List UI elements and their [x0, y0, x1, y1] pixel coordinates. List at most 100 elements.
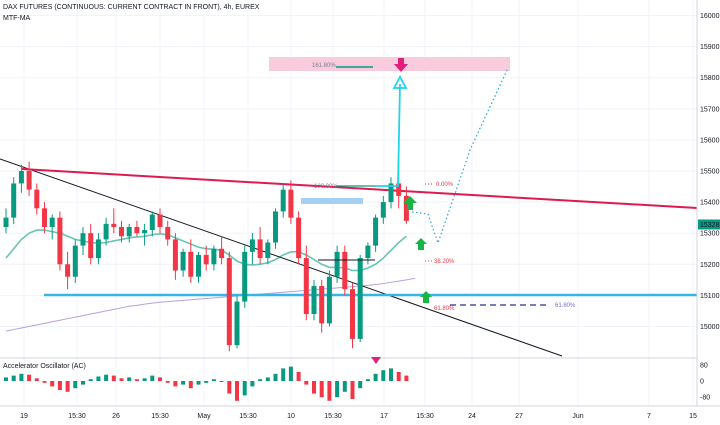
- ac-bar: [396, 372, 401, 381]
- candle: [11, 183, 17, 218]
- price-tick: 15400: [700, 200, 720, 207]
- time-tick: 26: [112, 413, 120, 420]
- ac-bar: [188, 381, 193, 389]
- candle: [80, 233, 86, 246]
- ac-bar: [319, 381, 324, 398]
- candle: [165, 226, 171, 240]
- candle: [334, 251, 340, 277]
- candle: [72, 245, 78, 277]
- fib-label: 0.00%: [436, 182, 454, 188]
- candle: [57, 217, 63, 265]
- ac-bar: [373, 373, 378, 381]
- time-tick: 27: [515, 413, 523, 420]
- time-tick: 15: [689, 413, 697, 420]
- price-axis[interactable]: 16000 15900 15800 15700 15600 15500 15400 15300…: [696, 0, 720, 406]
- price-tick: 15000: [700, 324, 720, 331]
- ac-bar: [350, 381, 355, 399]
- candle: [42, 208, 47, 227]
- ac-bar: [250, 381, 255, 387]
- descending-trendline: [0, 158, 563, 357]
- chart-title: DAX FUTURES (CONTINUOUS: CURRENT CONTRAC…: [3, 4, 260, 11]
- ac-bar: [358, 381, 363, 389]
- fib-target-zone: [269, 57, 510, 71]
- candle: [65, 264, 71, 277]
- price-tick: 15200: [700, 262, 720, 269]
- candle: [134, 226, 140, 234]
- fib-label: 100.00%: [314, 184, 338, 190]
- ac-bar: [173, 381, 178, 387]
- time-tick: 15:30: [416, 413, 434, 420]
- candle: [188, 251, 194, 277]
- up-arrow-icon: [420, 291, 432, 303]
- ac-bar: [389, 368, 393, 381]
- time-tick: 7: [647, 413, 651, 420]
- ac-bar: [11, 375, 16, 381]
- candle: [26, 171, 32, 190]
- last-price-text: 15328: [700, 222, 720, 229]
- candle: [273, 211, 278, 243]
- price-tick: 15800: [700, 75, 720, 82]
- oscillator-tick: 80: [700, 363, 708, 370]
- ac-bar: [281, 368, 286, 381]
- ac-bar: [158, 377, 162, 381]
- annotations: 161.80% 100.00% 0.00% 38.20% 61.80% 61.80%: [269, 57, 576, 312]
- ac-bar: [365, 379, 370, 381]
- up-arrow-icon: [415, 238, 427, 250]
- range-box: [301, 198, 363, 204]
- ac-bar: [134, 379, 139, 381]
- time-tick: 17: [380, 413, 388, 420]
- ac-bar: [404, 375, 409, 381]
- candles: [3, 158, 409, 352]
- oscillator-title[interactable]: Accelerator Oscillator (AC): [3, 363, 86, 370]
- candle: [380, 202, 386, 218]
- candle: [3, 217, 9, 227]
- candle: [203, 254, 209, 265]
- down-arrow-icon: [394, 58, 408, 72]
- candle: [326, 276, 332, 324]
- candle: [288, 189, 294, 218]
- indicator-label[interactable]: MTF-MA: [3, 15, 31, 22]
- down-arrow-icon: [371, 357, 381, 364]
- candle: [196, 254, 201, 277]
- ac-bar: [165, 381, 170, 383]
- ac-bar: [111, 375, 116, 381]
- ac-bar: [57, 381, 62, 390]
- candle: [211, 248, 217, 265]
- ac-bar: [235, 381, 239, 401]
- time-tick: 19: [20, 413, 28, 420]
- candle: [157, 214, 163, 227]
- oscillator-pane: [0, 357, 697, 401]
- candle: [234, 301, 240, 346]
- candle: [180, 251, 186, 271]
- time-axis[interactable]: 19 15:30 26 15:30 May 15:30 10 15:30 17 15:30 24 27…: [0, 405, 720, 420]
- price-tick: 15300: [700, 231, 720, 238]
- ac-bar: [27, 374, 32, 381]
- projection-path: [411, 67, 509, 245]
- candle: [111, 223, 117, 227]
- resistance-line: [21, 168, 698, 209]
- price-tick: 16000: [700, 13, 720, 20]
- trendlines: [0, 158, 698, 357]
- price-tick: 15600: [700, 137, 720, 144]
- ac-bar: [227, 381, 232, 394]
- candle: [95, 239, 101, 259]
- fib-label: 38.20%: [434, 259, 455, 265]
- ac-bar: [335, 381, 340, 398]
- ac-bar: [381, 370, 386, 381]
- ac-bar: [273, 373, 278, 381]
- candle: [357, 258, 363, 339]
- up-arrow-icon: [403, 196, 417, 210]
- ac-bar: [211, 379, 216, 381]
- candle: [342, 251, 348, 290]
- fib-label: 61.80%: [434, 306, 455, 312]
- candle: [280, 189, 286, 212]
- time-tick: 15:30: [151, 413, 169, 420]
- candle: [149, 214, 155, 231]
- candle: [18, 171, 24, 184]
- ac-bar: [150, 375, 155, 381]
- ac-bar: [73, 381, 78, 389]
- oscillator-tick: -80: [700, 395, 710, 402]
- ac-bar: [265, 377, 270, 381]
- candle: [396, 183, 402, 196]
